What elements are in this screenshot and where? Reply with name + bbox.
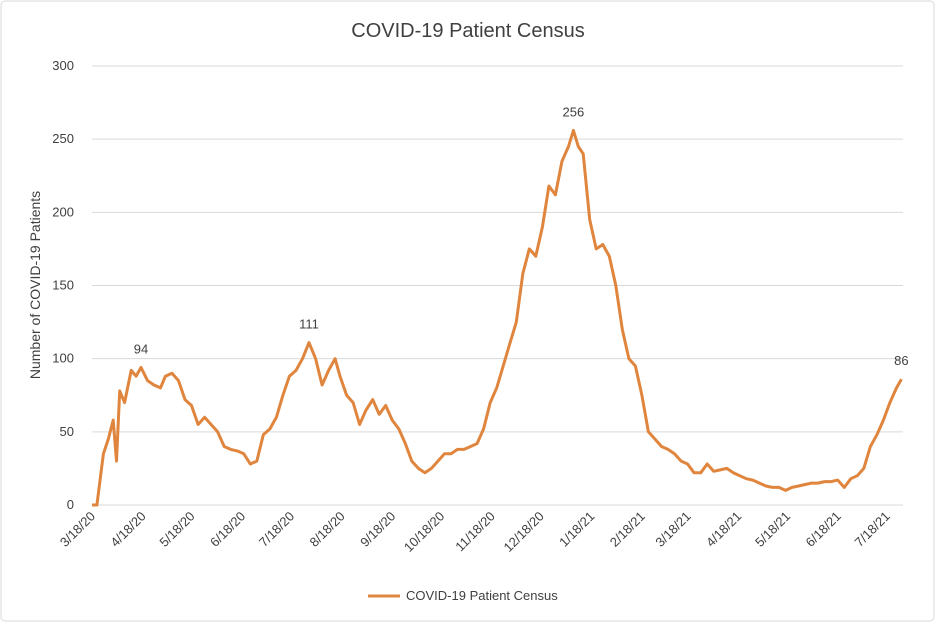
data-label: 86	[894, 353, 908, 368]
data-label: 111	[299, 317, 319, 332]
chart-title: COVID-19 Patient Census	[351, 20, 584, 42]
y-tick-label: 200	[52, 204, 74, 219]
y-tick-label: 150	[52, 278, 74, 293]
y-tick-label: 50	[60, 424, 74, 439]
y-axis-label: Number of COVID-19 Patients	[27, 191, 43, 379]
data-label: 94	[134, 341, 148, 356]
y-tick-label: 250	[52, 131, 74, 146]
y-tick-label: 300	[52, 58, 74, 73]
data-label: 256	[563, 104, 585, 119]
data-line	[92, 128, 903, 507]
y-tick-label: 0	[67, 497, 74, 512]
legend-label: COVID-19 Patient Census	[406, 588, 558, 603]
y-tick-label: 100	[52, 351, 74, 366]
